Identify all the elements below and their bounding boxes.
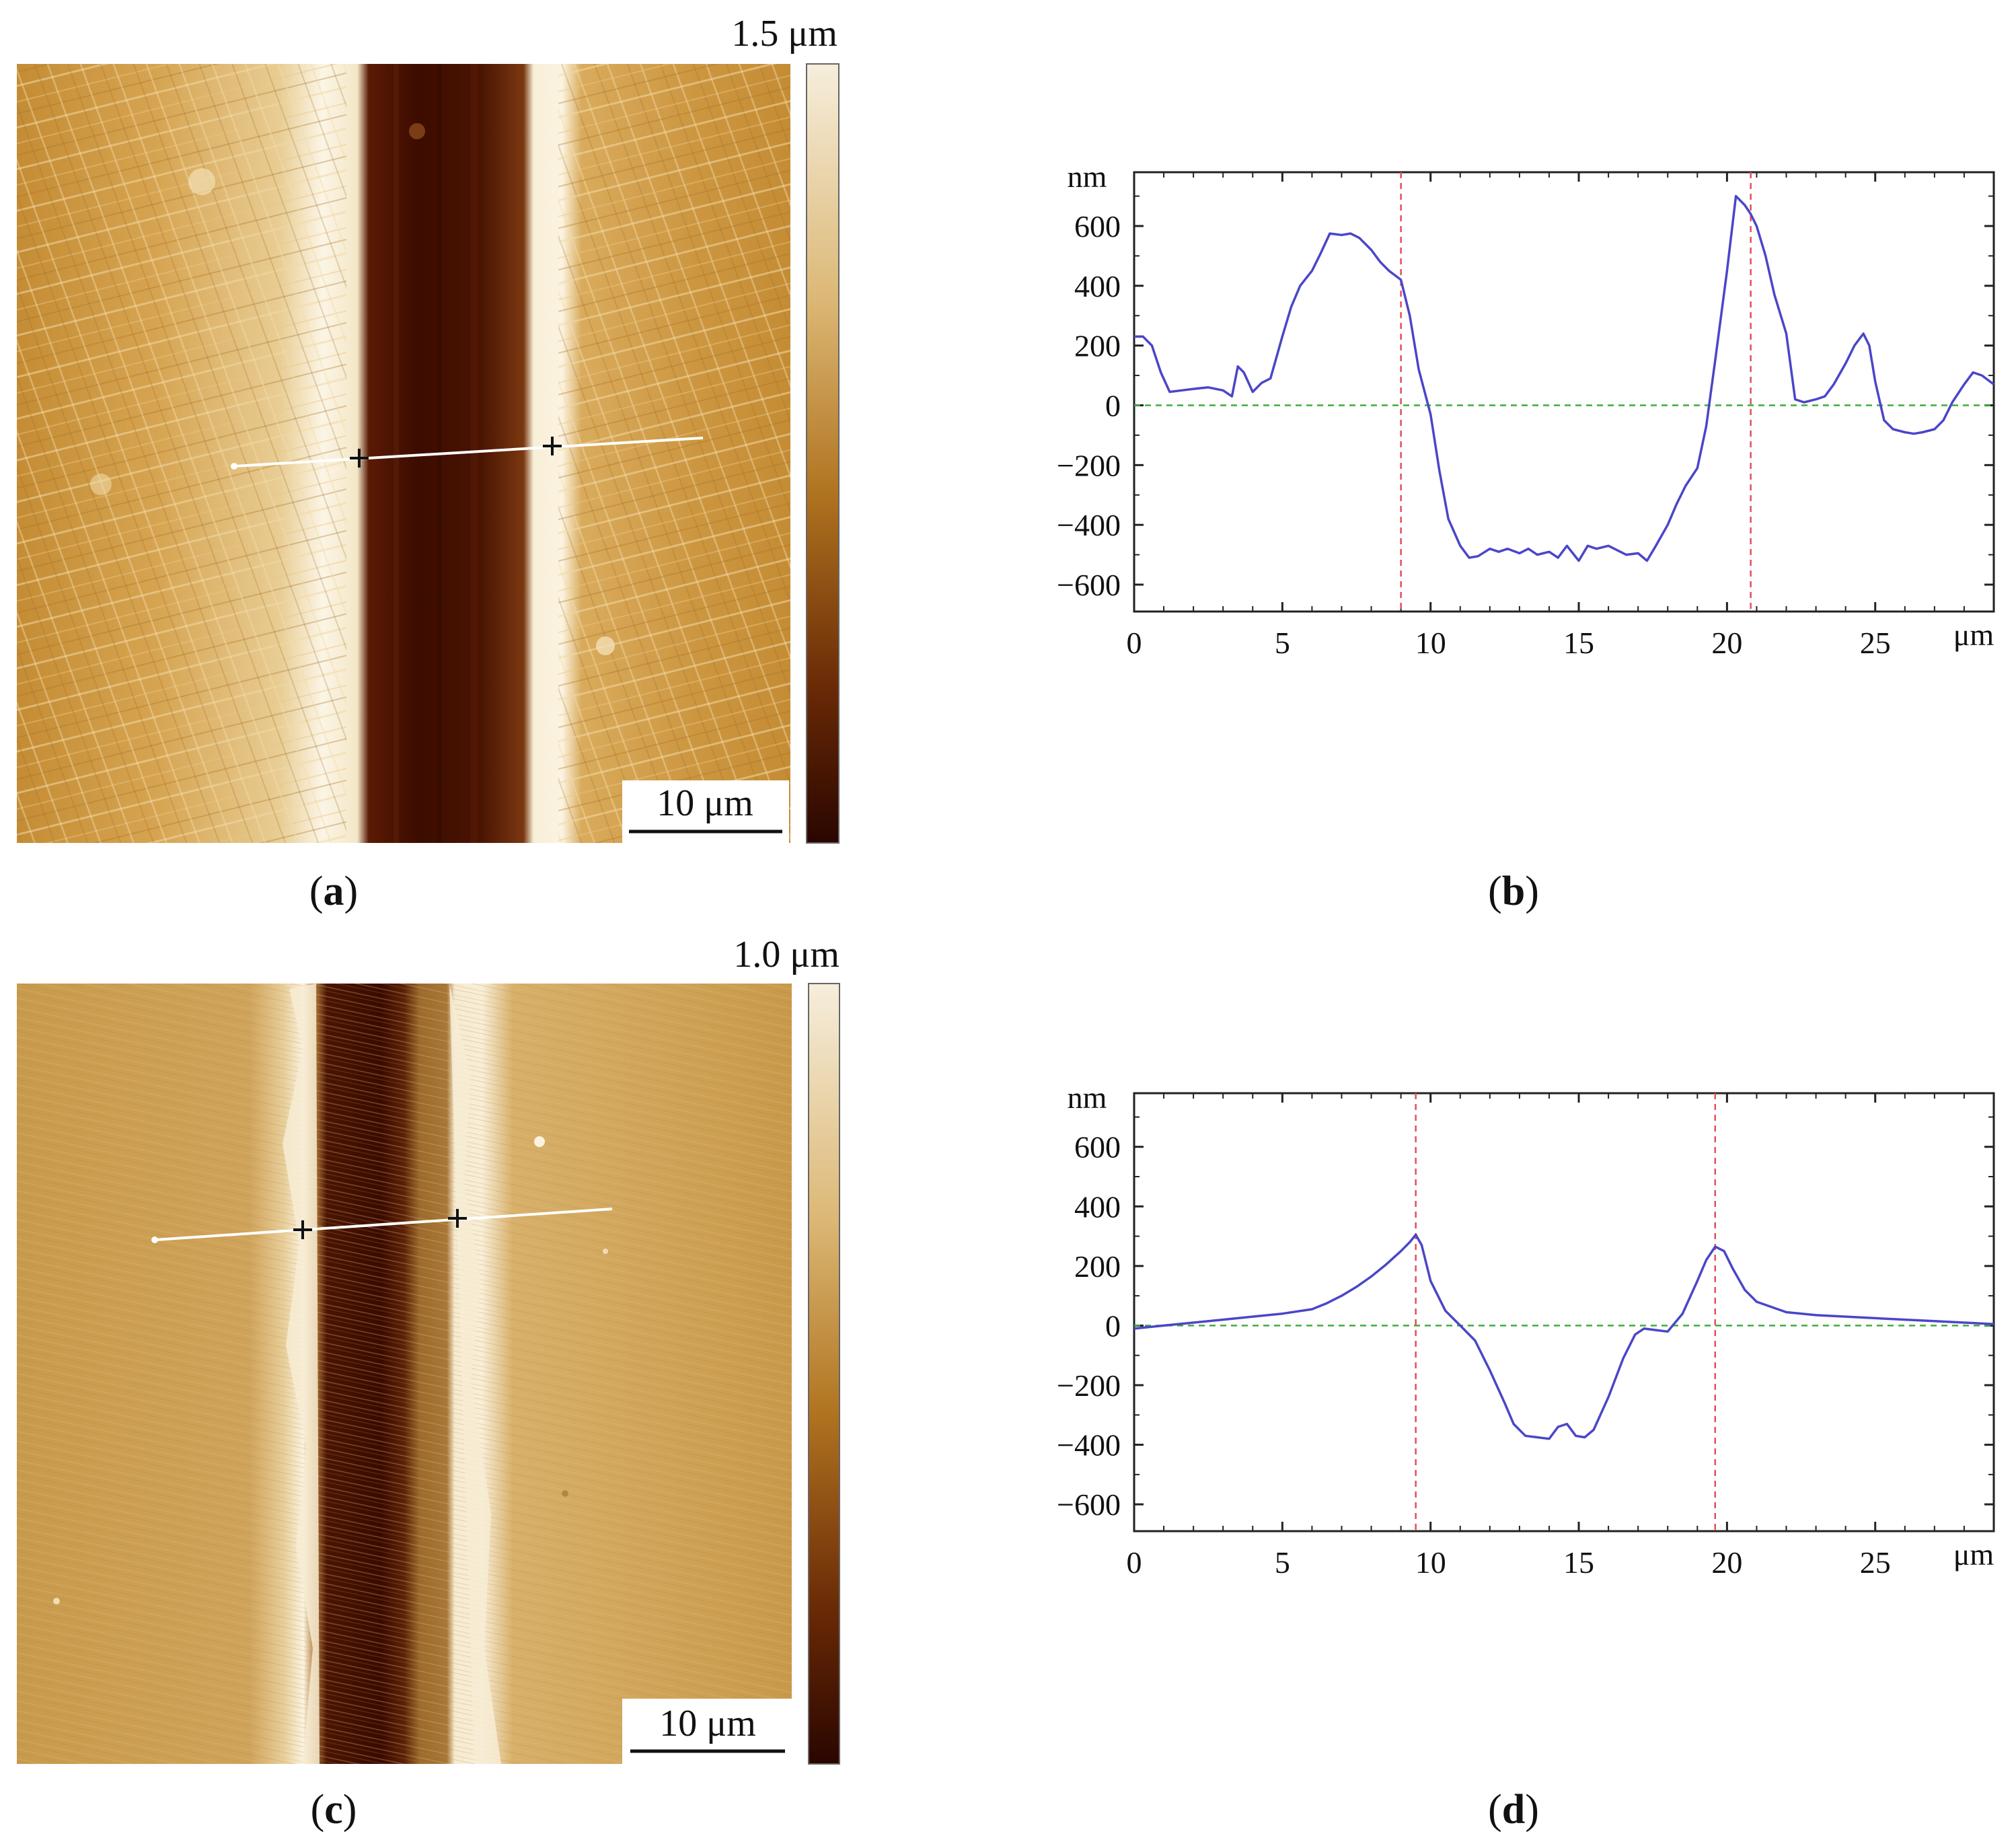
- panel-label-a: (a): [309, 869, 358, 914]
- panel-c: 10 μm 1.0 μm (c): [17, 934, 840, 1833]
- y-tick-label: −600: [1057, 568, 1121, 602]
- x-axis-label: μm: [1953, 618, 1994, 652]
- x-tick-label: 25: [1860, 1545, 1891, 1580]
- x-tick-label: 15: [1563, 1545, 1594, 1580]
- panel-a: 10 μm 1.5 μm (a): [17, 13, 839, 914]
- scale-bar-box-c: [622, 1699, 792, 1764]
- x-tick-label: 20: [1711, 626, 1742, 660]
- scale-bar-label-a: 10 μm: [657, 782, 753, 824]
- y-tick-label: 0: [1105, 1308, 1121, 1343]
- plot-frame: [1133, 1092, 1995, 1533]
- y-tick-label: 0: [1105, 388, 1121, 422]
- y-tick-label: 200: [1074, 329, 1121, 363]
- afm-image-c: [17, 984, 792, 1764]
- colorbar-max-a: 1.5 μm: [731, 13, 837, 54]
- marker-cross-a-left[interactable]: [350, 449, 369, 468]
- y-tick-label: 600: [1074, 209, 1121, 244]
- x-tick-label: 5: [1275, 1545, 1290, 1580]
- x-tick-label: 20: [1711, 1545, 1742, 1580]
- afm-image-a: [17, 64, 790, 843]
- height-profile-line: [1133, 1233, 1994, 1440]
- scale-bar-label-c: 10 μm: [659, 1703, 756, 1744]
- x-tick-label: 0: [1127, 626, 1142, 660]
- y-tick-label: −200: [1057, 1368, 1121, 1403]
- x-tick-label: 0: [1127, 1545, 1142, 1580]
- y-axis-label: nm: [1068, 159, 1107, 194]
- y-axis-label: nm: [1068, 1080, 1107, 1115]
- y-tick-label: −600: [1057, 1487, 1121, 1522]
- profile-line-a[interactable]: [231, 437, 704, 470]
- panel-label-c: (c): [311, 1787, 357, 1833]
- plot-frame: [1133, 171, 1995, 613]
- colorbar-max-c: 1.0 μm: [733, 934, 839, 975]
- marker-cross-a-right[interactable]: [543, 437, 562, 455]
- colorbar-c: [808, 983, 840, 1765]
- x-tick-label: 15: [1563, 626, 1594, 660]
- y-tick-label: −400: [1057, 508, 1121, 542]
- y-tick-label: −400: [1057, 1428, 1121, 1463]
- y-tick-label: −200: [1057, 448, 1121, 482]
- marker-cross-c-left[interactable]: [293, 1220, 312, 1239]
- y-tick-label: 200: [1074, 1249, 1121, 1284]
- x-tick-label: 10: [1415, 1545, 1446, 1580]
- x-tick-label: 25: [1860, 626, 1891, 660]
- y-tick-label: 400: [1074, 1189, 1121, 1224]
- profile-line-c[interactable]: [151, 1208, 613, 1243]
- colorbar-a: [806, 63, 839, 844]
- x-axis-label: μm: [1953, 1537, 1994, 1572]
- height-profile-line: [1134, 194, 1995, 562]
- x-tick-label: 10: [1415, 626, 1446, 660]
- panel-label-d: (d): [1488, 1787, 1539, 1833]
- y-tick-label: 400: [1074, 269, 1121, 303]
- panel-label-b: (b): [1488, 869, 1539, 914]
- marker-cross-c-right[interactable]: [448, 1209, 467, 1228]
- y-tick-label: 600: [1074, 1130, 1121, 1165]
- x-tick-label: 5: [1275, 626, 1290, 660]
